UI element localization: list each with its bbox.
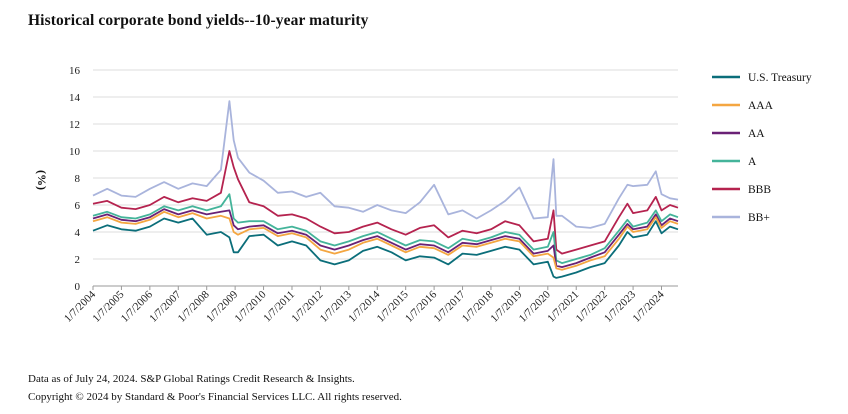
y-axis: 0 2 4 6 8 10 12 14 16	[69, 65, 81, 293]
source-note: Data as of July 24, 2024. S&P Global Rat…	[28, 373, 355, 385]
y-tick-label: 14	[69, 92, 81, 104]
legend-label: BB+	[748, 212, 770, 224]
series-line-bb	[92, 100, 679, 229]
y-tick-label: 16	[69, 65, 81, 77]
y-tick-label: 6	[75, 200, 81, 212]
series-line-bbb	[92, 150, 679, 255]
series-line-aa	[92, 208, 679, 268]
legend-label: AA	[748, 128, 765, 140]
x-axis: 1/7/20041/7/20051/7/20061/7/20071/7/2008…	[62, 286, 667, 325]
series-line-aaa	[92, 210, 679, 271]
gridlines	[93, 69, 678, 287]
y-tick-label: 8	[75, 173, 81, 185]
legend-label: A	[748, 156, 757, 168]
legend-label: U.S. Treasury	[748, 72, 812, 84]
y-tick-label: 0	[75, 281, 81, 293]
y-tick-label: 12	[69, 119, 80, 131]
chart-area: 0 2 4 6 8 10 12 14 16 1/7/20041/7/20051/7/20061/…	[35, 65, 812, 325]
y-tick-label: 2	[75, 254, 81, 266]
series-lines	[92, 100, 679, 279]
x-tick-label: 1/7/2024	[630, 288, 666, 324]
y-axis-label: (%)	[35, 170, 49, 190]
copyright-note: Copyright © 2024 by Standard & Poor's Fi…	[28, 391, 402, 403]
y-tick-label: 10	[69, 146, 81, 158]
y-tick-label: 4	[75, 227, 81, 239]
series-line-u-s-treasury	[92, 217, 679, 279]
legend-label: AAA	[748, 100, 774, 112]
footer: Data as of July 24, 2024. S&P Global Rat…	[28, 370, 402, 406]
series-line-a	[92, 193, 679, 264]
legend-label: BBB	[748, 184, 771, 196]
chart-title: Historical corporate bond yields--10-yea…	[28, 12, 369, 29]
